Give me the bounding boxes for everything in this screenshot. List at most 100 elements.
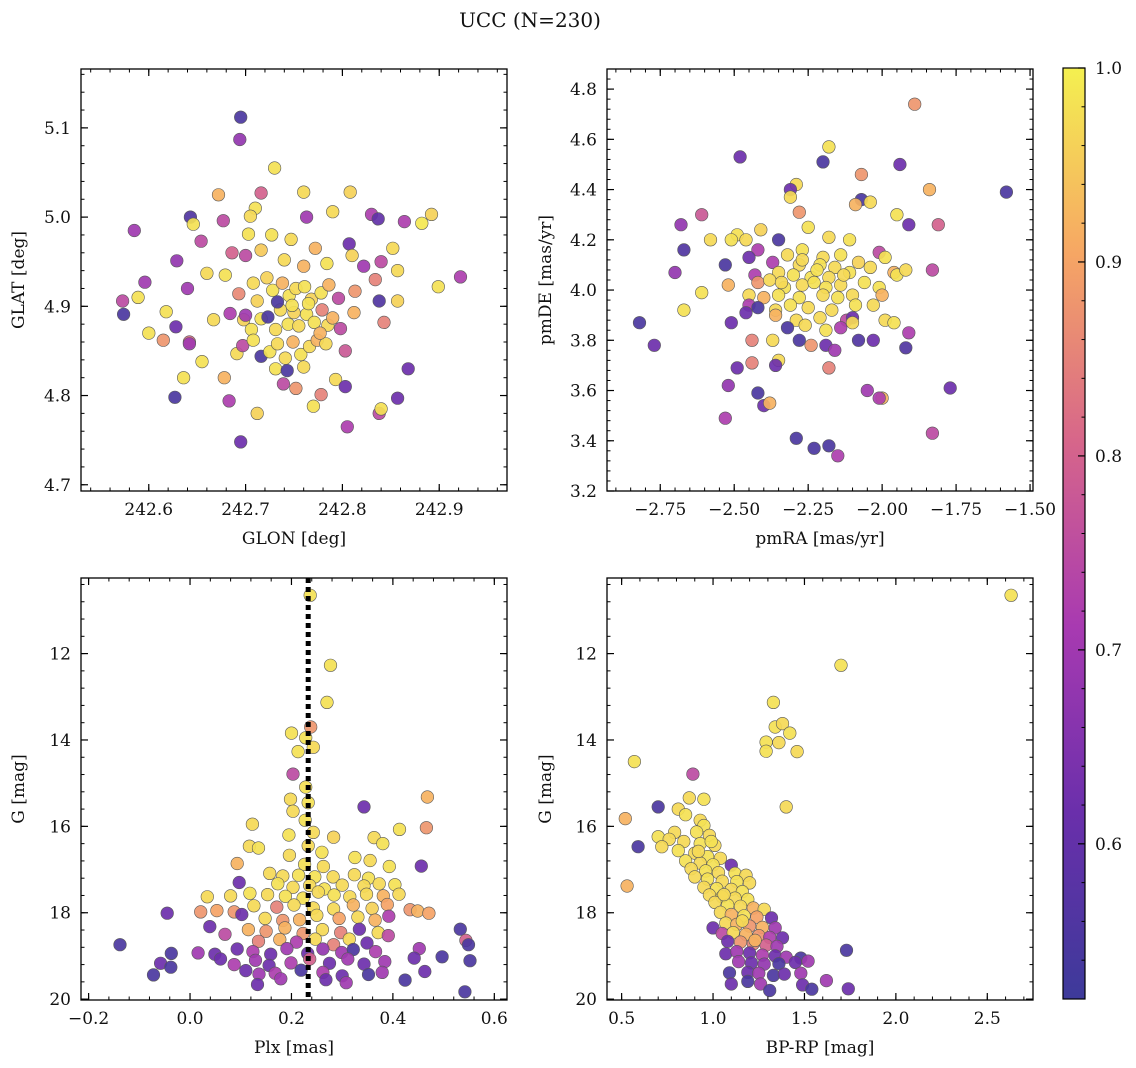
data-point [360, 936, 374, 950]
data-point [306, 399, 321, 413]
data-point [848, 198, 863, 212]
data-point [779, 800, 793, 814]
data-point [854, 167, 869, 182]
data-point [287, 898, 301, 912]
data-point [289, 935, 304, 949]
data-point [164, 960, 178, 974]
data-point [695, 286, 709, 300]
data-point [386, 241, 400, 255]
x-tick-label: 242.6 [124, 500, 173, 520]
plx-g-plot-area [81, 578, 507, 1000]
data-point [435, 950, 449, 964]
data-point [268, 161, 282, 175]
data-point [239, 963, 253, 978]
data-point [289, 381, 303, 396]
data-point [831, 449, 845, 463]
data-point [274, 972, 288, 986]
data-point [863, 260, 877, 275]
data-point [691, 844, 706, 859]
panel-pmra-pmde: −2.75 −2.50 −2.25 −2.00 −1.75 −1.50 3.2 3.4 3.6 3… [536, 68, 1056, 549]
y-tick-label: 4.2 [570, 231, 597, 251]
y-tick-label: 12 [49, 645, 71, 665]
data-point [759, 744, 773, 758]
data-point [841, 982, 855, 996]
data-point [265, 228, 279, 242]
data-point [351, 910, 365, 924]
data-point [771, 288, 786, 302]
data-point [223, 306, 237, 321]
pmra-pmde-points [632, 97, 1014, 463]
data-point [697, 792, 711, 806]
data-point [866, 333, 880, 347]
y-tick-label: 16 [49, 817, 71, 837]
data-point [146, 968, 161, 982]
plx-g-ticks: −0.2 0.0 0.2 0.4 0.6 12 14 16 18 20 [49, 578, 508, 1029]
data-point [718, 258, 732, 272]
data-point [142, 326, 156, 340]
data-point [250, 977, 265, 992]
data-point [200, 266, 214, 280]
colorbar-ticks: 1.0 0.9 0.8 0.7 0.6 [1078, 59, 1122, 961]
data-point [925, 426, 940, 440]
x-tick-label: 242.7 [221, 500, 270, 520]
bprp-g-ticks: 0.5 1.0 1.5 2.0 2.5 12 14 16 18 20 [575, 578, 1033, 1029]
data-point [677, 303, 691, 317]
glon-glat-ticks: 242.6 242.7 242.8 242.9 4.7 4.8 4.9 5.0 5.1 [44, 69, 507, 520]
data-point [721, 378, 735, 393]
data-point [195, 355, 209, 369]
data-point [372, 294, 386, 308]
data-point [156, 333, 170, 347]
data-point [717, 887, 731, 902]
data-point [341, 952, 355, 966]
data-point [250, 406, 264, 421]
data-point [668, 265, 682, 280]
data-point [397, 215, 412, 229]
data-point [381, 928, 395, 943]
data-point [801, 954, 815, 968]
y-tick-label: 4.9 [44, 297, 71, 317]
data-point [280, 941, 294, 956]
data-point [424, 207, 439, 221]
glon-glat-x-axis-label: GLON [deg] [242, 529, 346, 549]
x-tick-label: −2.25 [782, 500, 834, 520]
data-point [371, 212, 385, 226]
data-point [322, 278, 336, 292]
data-point [772, 735, 786, 750]
data-point [804, 338, 818, 352]
data-point [251, 841, 266, 855]
y-tick-label: 14 [49, 731, 71, 751]
data-point [374, 255, 388, 269]
x-tick-label: 1.0 [700, 1009, 727, 1029]
data-point [241, 227, 256, 241]
pmra-pmde-y-axis-label: pmDE [mas/yr] [536, 215, 556, 345]
data-point [807, 441, 821, 455]
data-point [365, 901, 379, 916]
data-point [774, 275, 789, 290]
data-point [751, 243, 765, 257]
data-point [374, 402, 388, 416]
data-point [813, 311, 827, 325]
data-point [783, 190, 798, 204]
panel-bprp-g: 0.5 1.0 1.5 2.0 2.5 12 14 16 18 20 BP-RP [mag] G [m… [536, 577, 1034, 1058]
data-point [270, 295, 285, 309]
data-point [323, 658, 338, 672]
data-point [345, 248, 359, 263]
data-point [232, 875, 246, 890]
data-point [283, 792, 298, 806]
data-point [292, 319, 306, 333]
y-tick-label: 4.8 [44, 387, 71, 407]
data-point [795, 253, 809, 267]
data-point [300, 210, 314, 224]
data-point [359, 887, 374, 901]
glon-glat-y-axis-label: GLAT [deg] [9, 231, 29, 329]
data-point [327, 830, 341, 844]
data-point [632, 316, 647, 330]
data-point [329, 372, 343, 387]
data-point [745, 333, 759, 347]
data-point [278, 351, 292, 365]
data-point [319, 337, 333, 351]
data-point [377, 315, 391, 330]
data-point [735, 914, 749, 928]
data-point [307, 315, 321, 330]
bprp-g-x-axis-label: BP-RP [mag] [766, 1038, 875, 1058]
